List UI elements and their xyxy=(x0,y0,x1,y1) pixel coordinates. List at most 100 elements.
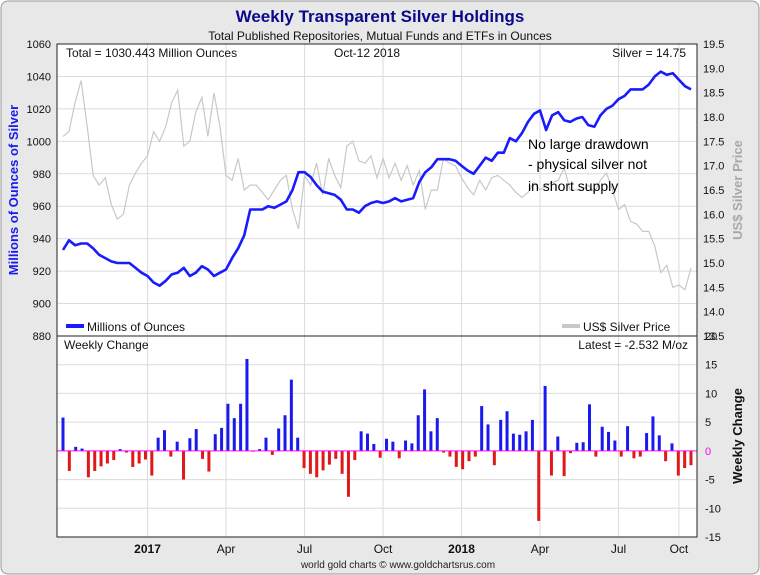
weekly-change-bar xyxy=(480,406,484,451)
weekly-change-bar xyxy=(442,450,446,453)
bottom-tick-label: 10 xyxy=(705,388,717,400)
weekly-change-bar xyxy=(657,435,661,451)
weekly-change-bar xyxy=(575,442,579,451)
weekly-change-bar xyxy=(188,438,192,451)
right-tick-label: 18.0 xyxy=(703,112,724,124)
bottom-tick-label: -5 xyxy=(705,475,715,487)
weekly-change-bar xyxy=(277,428,281,451)
total-label: Total = 1030.443 Million Ounces xyxy=(66,46,237,60)
weekly-change-bar xyxy=(562,450,566,477)
weekly-change-bar xyxy=(664,450,668,462)
weekly-change-bar xyxy=(530,419,534,451)
weekly-change-bar xyxy=(594,450,598,457)
weekly-change-bar xyxy=(226,403,230,451)
weekly-change-bar xyxy=(689,450,693,466)
bottom-tick-label: 0 xyxy=(705,446,711,458)
weekly-change-bar xyxy=(651,416,655,451)
weekly-change-bar xyxy=(264,437,268,451)
right-tick-label: 14.0 xyxy=(703,307,724,319)
weekly-change-bar xyxy=(124,450,128,453)
weekly-change-bar xyxy=(86,450,90,478)
weekly-change-bar xyxy=(638,450,642,457)
right-tick-label: 17.0 xyxy=(703,161,724,173)
x-tick-label: Jul xyxy=(611,542,626,556)
weekly-change-bar xyxy=(499,419,503,451)
right-tick-label: 19.0 xyxy=(703,63,724,75)
weekly-change-bar xyxy=(397,450,401,459)
weekly-change-bar xyxy=(645,433,649,451)
weekly-change-bar xyxy=(353,450,357,461)
weekly-change-bar xyxy=(619,450,623,457)
right-axis-title: US$ Silver Price xyxy=(730,140,745,240)
weekly-change-bar xyxy=(308,450,312,474)
weekly-change-bar xyxy=(207,450,211,472)
weekly-change-bar xyxy=(473,450,477,457)
chart-subtitle: Total Published Repositories, Mutual Fun… xyxy=(208,29,552,43)
weekly-change-bar xyxy=(524,431,528,451)
right-tick-label: 16.0 xyxy=(703,209,724,221)
weekly-change-bar xyxy=(105,450,109,464)
bottom-tick-label: -10 xyxy=(705,503,721,515)
latest-change-label: Latest = -2.532 M/oz xyxy=(578,338,688,352)
weekly-change-bar xyxy=(549,450,553,476)
weekly-change-bar xyxy=(600,426,604,451)
weekly-change-bar xyxy=(454,450,458,467)
date-label: Oct-12 2018 xyxy=(334,46,400,60)
weekly-change-bar xyxy=(131,450,135,467)
bottom-tick-label: 5 xyxy=(705,417,711,429)
left-tick-label: 940 xyxy=(33,234,51,246)
right-tick-label: 17.5 xyxy=(703,136,724,148)
top-panel-grid xyxy=(57,44,697,336)
weekly-change-bar xyxy=(372,443,376,451)
left-tick-label: 980 xyxy=(33,169,51,181)
weekly-change-bar xyxy=(118,449,122,451)
weekly-change-bar xyxy=(315,450,319,478)
weekly-change-bar xyxy=(416,415,420,451)
left-tick-label: 1000 xyxy=(27,136,51,148)
left-tick-label: 920 xyxy=(33,266,51,278)
right-tick-label: 15.0 xyxy=(703,258,724,270)
left-tick-label: 1060 xyxy=(27,39,51,51)
weekly-change-bar xyxy=(410,443,414,451)
left-axis-title: Millions of Ounces of Silver xyxy=(6,105,21,275)
bottom-tick-label: 20 xyxy=(705,331,717,343)
weekly-change-bar xyxy=(588,404,592,451)
weekly-change-bar xyxy=(385,438,389,451)
x-tick-label: Apr xyxy=(217,542,236,556)
bottom-tick-label: 15 xyxy=(705,360,717,372)
weekly-change-bar xyxy=(581,442,585,451)
chart-title: Weekly Transparent Silver Holdings xyxy=(236,7,525,26)
silver-price-label: Silver = 14.75 xyxy=(612,46,686,60)
weekly-change-bar xyxy=(613,440,617,451)
weekly-change-bar xyxy=(239,403,243,451)
weekly-change-bar xyxy=(93,450,97,471)
weekly-change-bar xyxy=(346,450,350,497)
weekly-change-bar xyxy=(632,450,636,459)
bottom-panel-border xyxy=(56,335,698,538)
legend-label-holdings: Millions of Ounces xyxy=(87,320,185,334)
holdings-line xyxy=(61,70,692,288)
weekly-change-bars xyxy=(57,358,697,521)
x-tick-label: Oct xyxy=(670,542,689,556)
weekly-change-bar xyxy=(543,385,547,451)
weekly-change-bar xyxy=(683,450,687,469)
left-tick-label: 900 xyxy=(33,299,51,311)
weekly-change-bar xyxy=(220,427,224,451)
weekly-change-bar xyxy=(150,450,154,476)
weekly-change-bar xyxy=(435,418,439,451)
weekly-change-bar xyxy=(404,440,408,451)
weekly-change-bar xyxy=(302,450,306,469)
holdings-and-price-lines xyxy=(61,70,692,291)
right-tick-label: 19.5 xyxy=(703,39,724,51)
weekly-change-bar xyxy=(391,441,395,451)
weekly-change-bar xyxy=(676,450,680,476)
weekly-change-bar xyxy=(670,443,674,451)
weekly-change-bar xyxy=(156,437,160,451)
weekly-change-bar xyxy=(511,433,515,451)
axis-ticks: 880900920940960980100010201040106013.514… xyxy=(27,39,725,556)
footer-credit: world gold charts © www.goldchartsrus.co… xyxy=(300,560,495,571)
weekly-change-bar xyxy=(67,450,71,471)
legend-label-silver: US$ Silver Price xyxy=(583,320,671,334)
left-tick-label: 960 xyxy=(33,201,51,213)
weekly-change-bar xyxy=(568,450,572,454)
